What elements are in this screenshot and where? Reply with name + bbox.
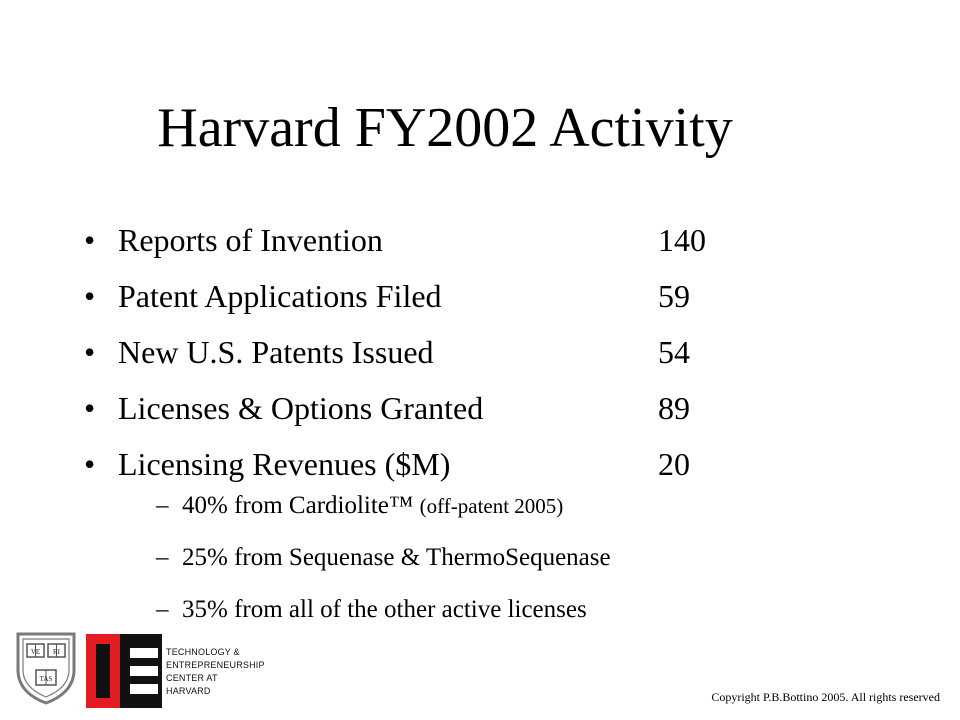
bullet-label: Licenses & Options Granted [118,390,484,426]
tec-line: ENTREPRENEURSHIP [166,660,265,670]
bullet-value: 59 [658,278,690,314]
bullet-label: Reports of Invention [118,222,383,258]
seal-word: TAS [40,675,53,683]
sub-bullet-text: 40% from Cardiolite™ [182,492,420,519]
sub-bullet-text: 35% from all of the other active license… [182,596,587,623]
bullet-symbol: • [84,390,96,426]
bullet-label: Patent Applications Filed [118,278,442,314]
sub-bullet-note: (off-patent 2005) [419,494,564,518]
sub-bullet-text: 25% from Sequenase & ThermoSequenase [182,544,611,571]
sub-bullet-dash: – [156,544,169,571]
bullet-symbol: • [84,446,96,482]
seal-word: RI [53,648,61,656]
tec-line: TECHNOLOGY & [166,647,240,657]
bullet-label: Licensing Revenues ($M) [118,446,451,482]
tec-logo-text: TECHNOLOGY & ENTREPRENEURSHIP CENTER AT … [166,646,265,698]
bullet-symbol: • [84,334,96,370]
slide-title: Harvard FY2002 Activity [157,97,733,159]
sub-bullet-dash: – [156,596,169,623]
tec-line: HARVARD [166,686,211,696]
harvard-shield-logo: VE RI TAS [16,632,76,705]
tec-logo [86,634,162,708]
bullet-value: 140 [658,222,706,258]
seal-word: VE [31,648,40,656]
tec-line: CENTER AT [166,673,218,683]
sub-bullet-dash: – [156,492,169,519]
bullet-symbol: • [84,222,96,258]
bullet-value: 20 [658,446,690,482]
bullet-symbol: • [84,278,96,314]
copyright-notice: Copyright P.B.Bottino 2005. All rights r… [711,690,940,704]
bullet-label: New U.S. Patents Issued [118,334,434,370]
bullet-value: 54 [658,334,690,370]
bullet-value: 89 [658,390,690,426]
